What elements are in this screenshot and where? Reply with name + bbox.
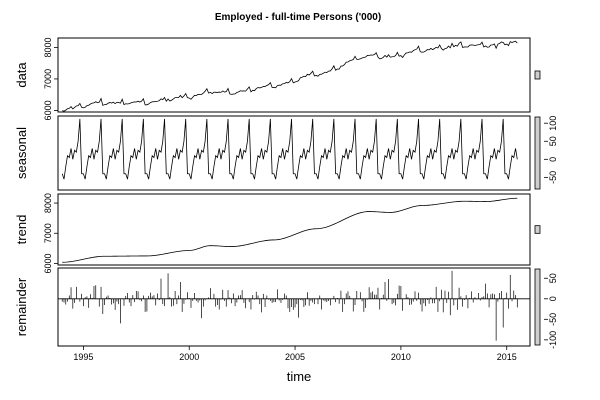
data-y-tick-label: 7000 bbox=[43, 69, 53, 89]
trend-series-line bbox=[62, 197, 518, 263]
panel-seasonal: -50 0 50 100 seasonal bbox=[14, 115, 558, 191]
figure-title: Employed - full-time Persons ('000) bbox=[215, 12, 381, 23]
remainder-y-tick-label: -50 bbox=[548, 313, 558, 326]
x-tick-label: 2000 bbox=[179, 352, 199, 362]
remainder-panel-label: remainder bbox=[14, 277, 29, 336]
x-axis-label: time bbox=[287, 369, 312, 384]
remainder-y-tick-label: 50 bbox=[548, 273, 558, 283]
data-scale-bar bbox=[534, 70, 541, 80]
panel-remainder: -100 -50 0 50 remainder bbox=[14, 267, 558, 349]
data-y-tick-label: 8000 bbox=[43, 37, 53, 57]
data-y-tick-label: 6000 bbox=[43, 100, 53, 120]
seasonal-panel-frame bbox=[57, 115, 531, 191]
seasonal-y-tick-label: 100 bbox=[548, 116, 558, 131]
seasonal-scale-bar bbox=[534, 116, 541, 190]
data-panel-label: data bbox=[14, 62, 29, 88]
trend-y-tick-label: 6000 bbox=[43, 253, 53, 273]
trend-scale-bar bbox=[534, 225, 541, 234]
trend-panel-label: trend bbox=[14, 215, 29, 245]
trend-y-tick-label: 7000 bbox=[43, 223, 53, 243]
x-axis: 1995 2000 2005 2010 2015 bbox=[73, 346, 517, 362]
data-series-line bbox=[62, 40, 518, 112]
panel-data: 6000 7000 8000 data bbox=[14, 37, 541, 120]
seasonal-series-line bbox=[61, 118, 518, 180]
trend-y-tick-label: 8000 bbox=[43, 193, 53, 213]
remainder-y-tick-label: 0 bbox=[548, 296, 558, 301]
data-panel-frame bbox=[57, 37, 531, 113]
remainder-y-tick-label: -100 bbox=[548, 331, 558, 349]
panels-group: 6000 7000 8000 data -50 0 50 100 seasonal 6000 700… bbox=[14, 37, 558, 348]
x-tick-label: 2010 bbox=[391, 352, 411, 362]
seasonal-y-tick-label: 50 bbox=[548, 136, 558, 146]
remainder-scale-bar bbox=[534, 268, 541, 346]
panel-trend: 6000 7000 8000 trend bbox=[14, 193, 541, 274]
x-tick-label: 2005 bbox=[285, 352, 305, 362]
seasonal-y-tick-label: 0 bbox=[548, 157, 558, 162]
trend-panel-frame bbox=[57, 193, 531, 266]
x-tick-label: 2015 bbox=[497, 352, 517, 362]
seasonal-y-tick-label: -50 bbox=[548, 171, 558, 184]
remainder-panel-frame bbox=[57, 267, 531, 347]
seasonal-panel-label: seasonal bbox=[14, 127, 29, 179]
x-tick-label: 1995 bbox=[73, 352, 93, 362]
